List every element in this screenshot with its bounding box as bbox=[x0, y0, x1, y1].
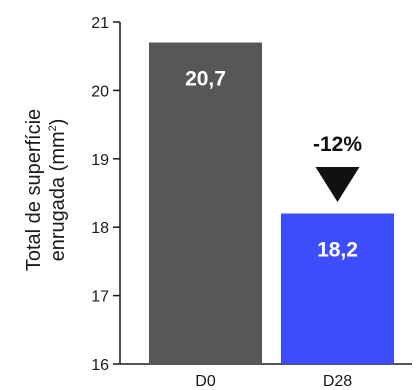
down-triangle-icon bbox=[315, 167, 360, 202]
data-label: 20,7 bbox=[185, 68, 226, 91]
change-annotation: -12% bbox=[313, 133, 362, 202]
y-axis-title-close: ) bbox=[47, 119, 69, 126]
x-category-label: D28 bbox=[323, 373, 352, 390]
y-tick-label: 19 bbox=[91, 152, 109, 169]
y-tick-label: 20 bbox=[91, 83, 109, 100]
y-axis-title: Total de superfície enrugada (mm2) bbox=[23, 109, 69, 271]
y-tick-label: 16 bbox=[91, 357, 109, 374]
data-label: 18,2 bbox=[317, 239, 358, 262]
y-axis-title-superscript: 2 bbox=[47, 125, 59, 131]
y-tick-label: 18 bbox=[91, 220, 109, 237]
y-tick-label: 21 bbox=[91, 15, 109, 32]
y-axis-title-line1: Total de superfície bbox=[23, 109, 45, 271]
y-axis-title-line2: enrugada (mm2) bbox=[47, 119, 69, 262]
bar-d28 bbox=[281, 213, 394, 364]
bars: 20,7 D0 18,2 D28 bbox=[149, 42, 394, 390]
x-category-label: D0 bbox=[195, 373, 216, 390]
y-tick-label: 17 bbox=[91, 289, 109, 306]
bar-d0 bbox=[149, 42, 262, 365]
y-axis-title-line2-main: enrugada (mm bbox=[47, 131, 69, 261]
change-percent-label: -12% bbox=[313, 133, 362, 156]
